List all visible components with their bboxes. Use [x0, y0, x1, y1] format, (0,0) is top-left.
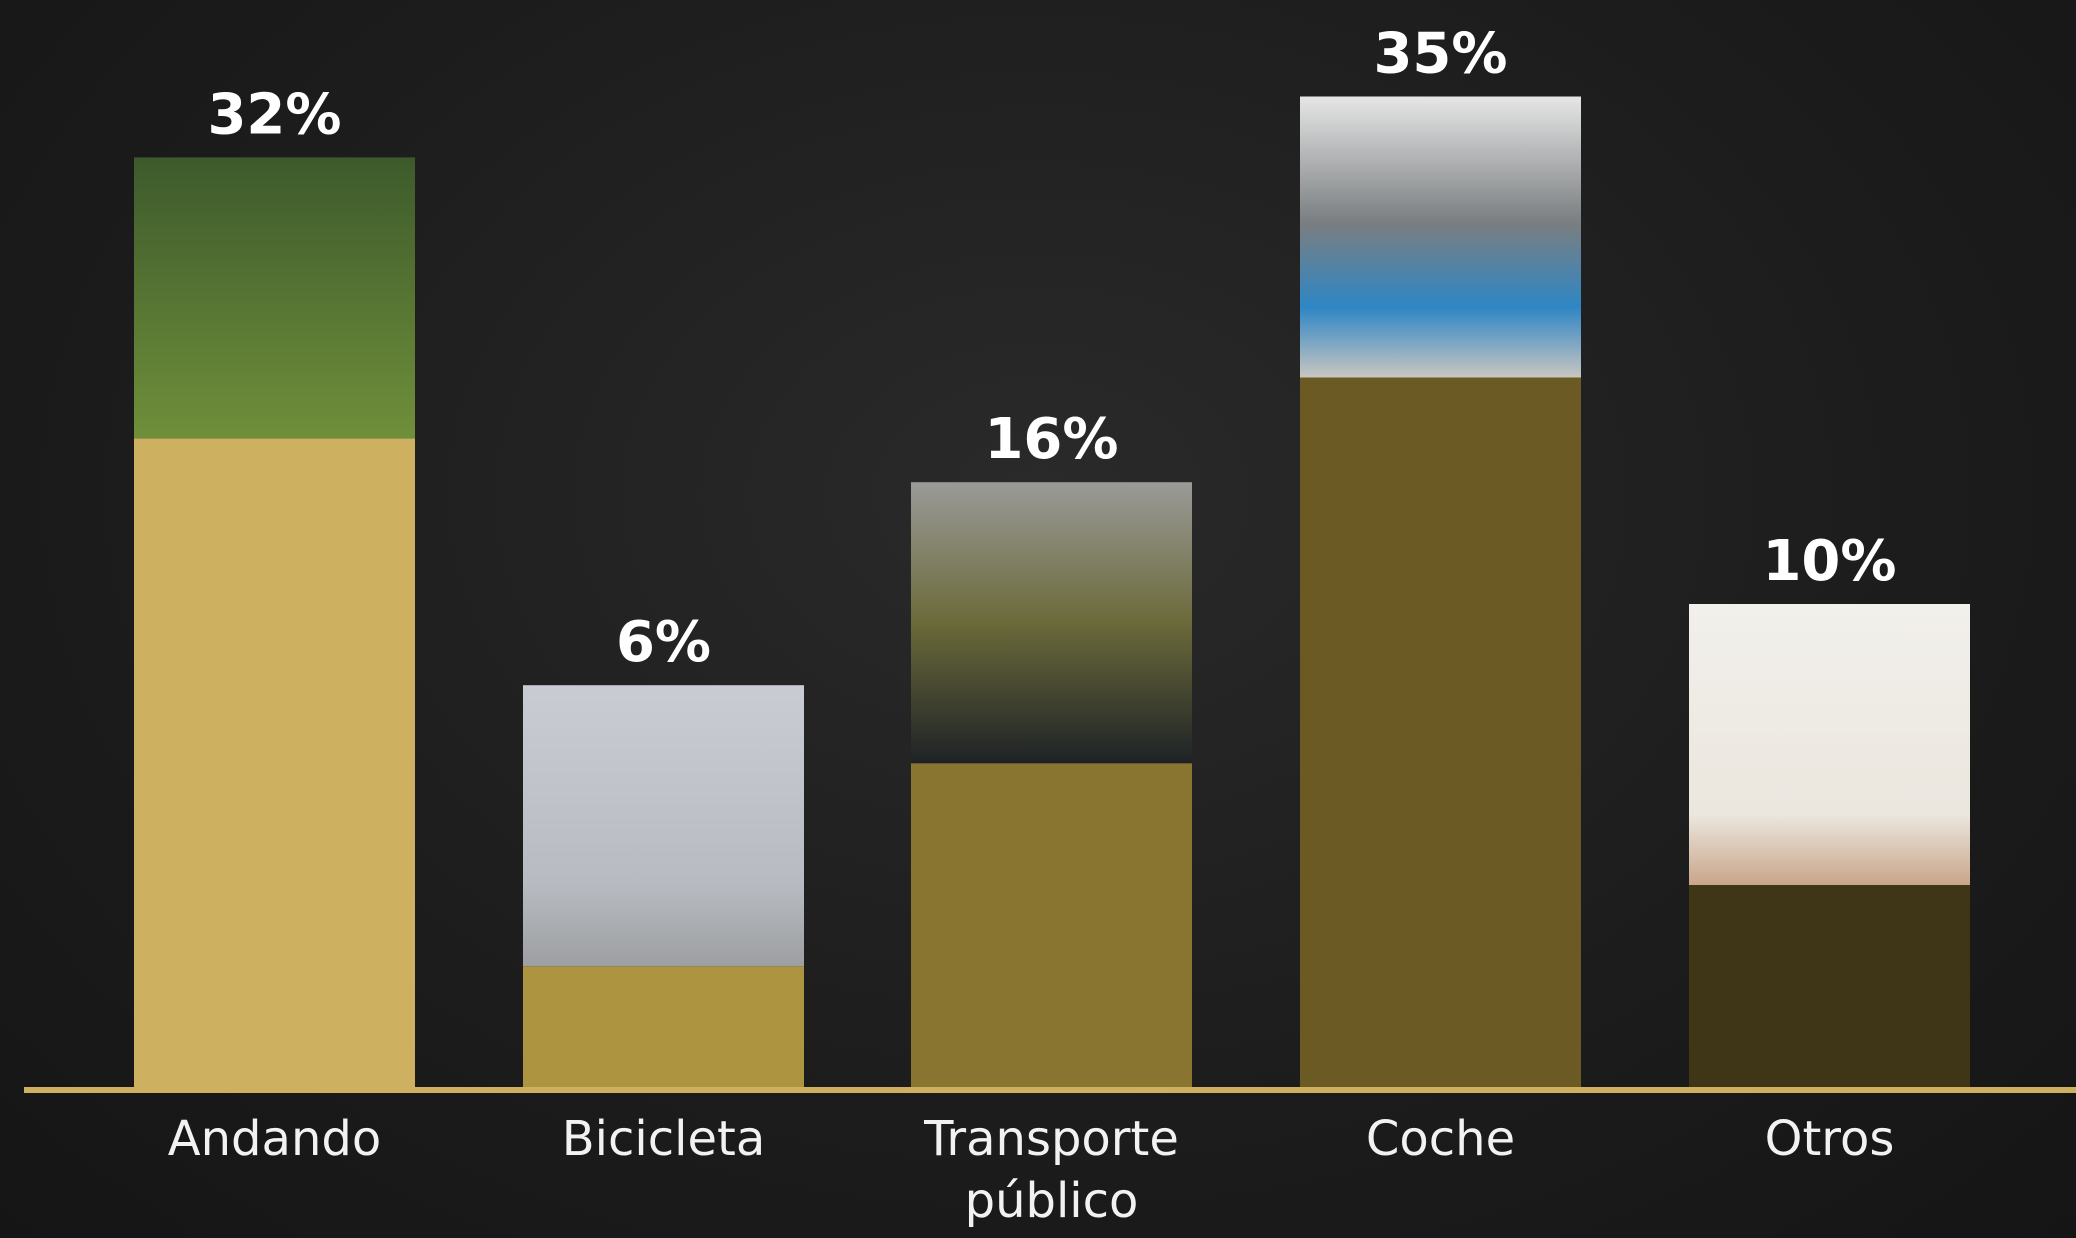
value-label: 32%: [207, 82, 341, 147]
category-label: Andando: [167, 1111, 382, 1167]
bar-photo: [911, 482, 1192, 764]
value-label: 6%: [616, 610, 711, 675]
category-label: Transporte público: [924, 1111, 1179, 1229]
bar: [523, 966, 804, 1088]
value-label: 35%: [1373, 22, 1507, 87]
category-label: Coche: [1365, 1111, 1516, 1167]
category-label: Otros: [1764, 1111, 1895, 1167]
bar-photo: [523, 685, 804, 967]
value-label: 16%: [984, 407, 1118, 472]
bar-photo: [134, 157, 415, 439]
bar: [911, 763, 1192, 1088]
category-label: Bicicleta: [561, 1111, 766, 1167]
bar: [134, 438, 415, 1088]
bar-photo: [1689, 604, 1970, 885]
value-label: 10%: [1762, 529, 1896, 594]
bar: [1689, 885, 1970, 1088]
bar: [1300, 377, 1581, 1088]
bar-photo: [1300, 96, 1581, 378]
